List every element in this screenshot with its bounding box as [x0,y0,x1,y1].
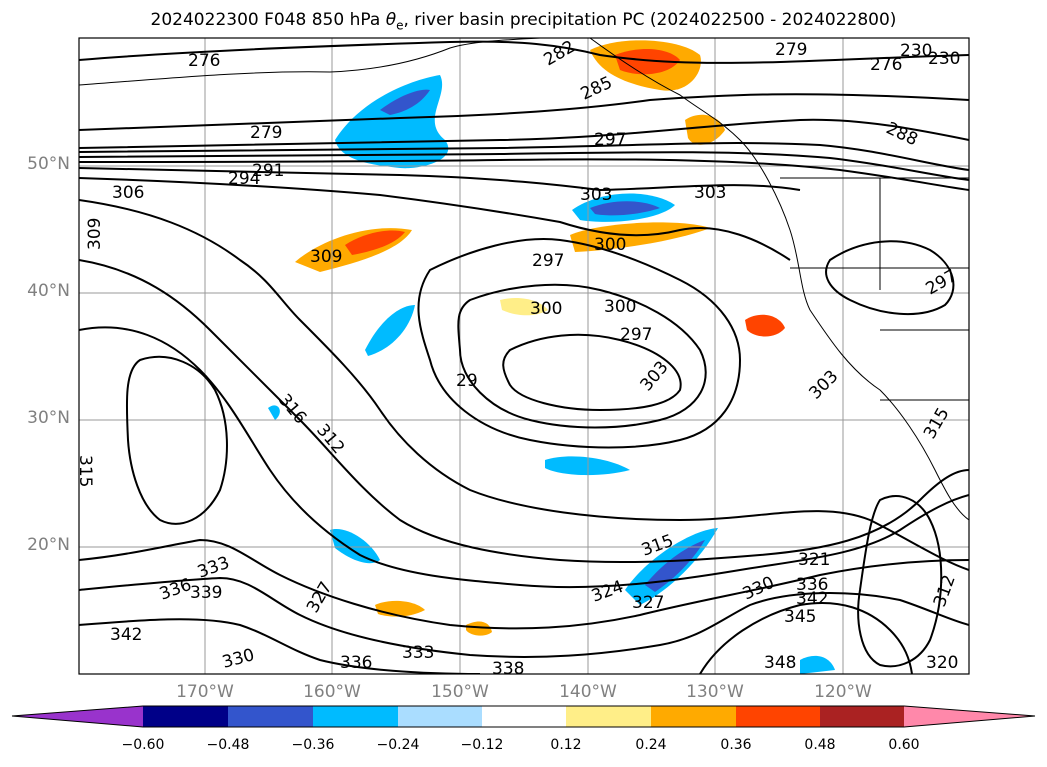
colorbar-extend-left [12,706,143,727]
contour-label: 300 [530,299,562,319]
contour-label: 300 [604,297,636,317]
theta-subscript: e [396,18,404,33]
lat-label: 50°N [27,154,70,174]
colorbar-segment [482,706,566,727]
lat-label: 30°N [27,408,70,428]
contour-label: 303 [580,185,612,205]
colorbar-tick-label: −0.60 [121,737,165,753]
colorbar-outline [11,705,1036,728]
title-suffix: , river basin precipitation PC (20240225… [403,10,897,30]
shade-light-1 [500,298,548,316]
lon-label: 140°W [559,682,617,702]
contour-label: 276 [188,51,220,71]
theta-symbol: θ [385,10,397,30]
colorbar-tick-label: −0.48 [206,737,250,753]
lat-label: 20°N [27,535,70,555]
lon-label: 150°W [431,682,489,702]
contour-label: 342 [110,625,142,645]
shade-positive-309-core [345,230,405,255]
contour-label: 279 [775,40,807,60]
contour-label: 29 [456,371,478,391]
shade-negative-324-core [645,540,705,592]
colorbar-tick-label: 0.60 [888,737,920,753]
colorbar [11,705,1036,728]
contour-label: 294 [228,169,260,189]
shade-positive-calif [745,314,785,337]
colorbar-segment [313,706,398,727]
contour-label: 297 [532,251,564,271]
colorbar-tick-label: 0.48 [804,737,836,753]
colorbar-segment [736,706,820,727]
contour-label: 348 [764,653,796,673]
contour-label: 333 [402,643,434,663]
contour-label: 291 [252,161,284,181]
contour-label: 276 [870,55,902,75]
shade-negative-20n-west [330,529,380,564]
contour-label: 306 [112,183,144,203]
shade-positive-alaska-core [615,48,680,75]
colorbar-tick-label: −0.12 [460,737,504,753]
map-title: 2024022300 F048 850 hPa θe, river basin … [0,10,1047,32]
map-background [79,38,969,674]
contour-label: 336 [340,653,372,673]
lon-label: 170°W [176,682,234,702]
colorbar-segment [228,706,313,727]
colorbar-tick-label: −0.36 [291,737,335,753]
contour-label: 230 [928,49,960,69]
contour-label: 297 [594,130,626,150]
colorbar-tick-label: 0.24 [635,737,667,753]
theta-e-contours [79,40,969,674]
contour-label: 309 [85,218,105,250]
contour-label: 303 [694,183,726,203]
contour-label: 320 [926,653,958,673]
shade-negative-40n [365,305,415,356]
contour-label: 230 [900,41,932,61]
shade-light-2 [268,405,280,420]
shade-negative-gulf-core [380,89,430,115]
shade-negative-345 [800,655,835,674]
contour-label: 342 [796,589,828,609]
colorbar-extend-right [904,706,1035,727]
coastlines [79,38,969,521]
contour-label: 321 [798,550,830,570]
colorbar-segment [398,706,482,727]
colorbar-tick-label: 0.36 [720,737,752,753]
contour-label: 315 [75,455,95,487]
colorbar-segment [566,706,651,727]
colorbar-segment [143,706,228,727]
shade-positive-150w [466,621,492,636]
contour-label: 345 [784,607,816,627]
colorbar-segment [651,706,736,727]
contour-label: 339 [190,583,222,603]
lon-label: 120°W [814,682,872,702]
lat-label: 40°N [27,281,70,301]
contour-label: 336 [796,575,828,595]
contour-label: 279 [250,123,282,143]
contour-label: 338 [492,659,524,679]
title-prefix: 2024022300 F048 850 hPa [150,10,386,30]
shade-positive-300 [570,222,710,252]
lon-label: 130°W [686,682,744,702]
colorbar-segment [820,706,904,727]
lon-label: 160°W [303,682,361,702]
contour-label: 297 [620,325,652,345]
colorbar-tick-label: −0.24 [376,737,420,753]
colorbar-tick-label: 0.12 [550,737,582,753]
map-frame [78,37,970,675]
contour-label: 327 [632,593,664,613]
contour-label: 300 [594,235,626,255]
contour-label: 309 [310,247,342,267]
shade-negative-303-core [590,201,660,216]
